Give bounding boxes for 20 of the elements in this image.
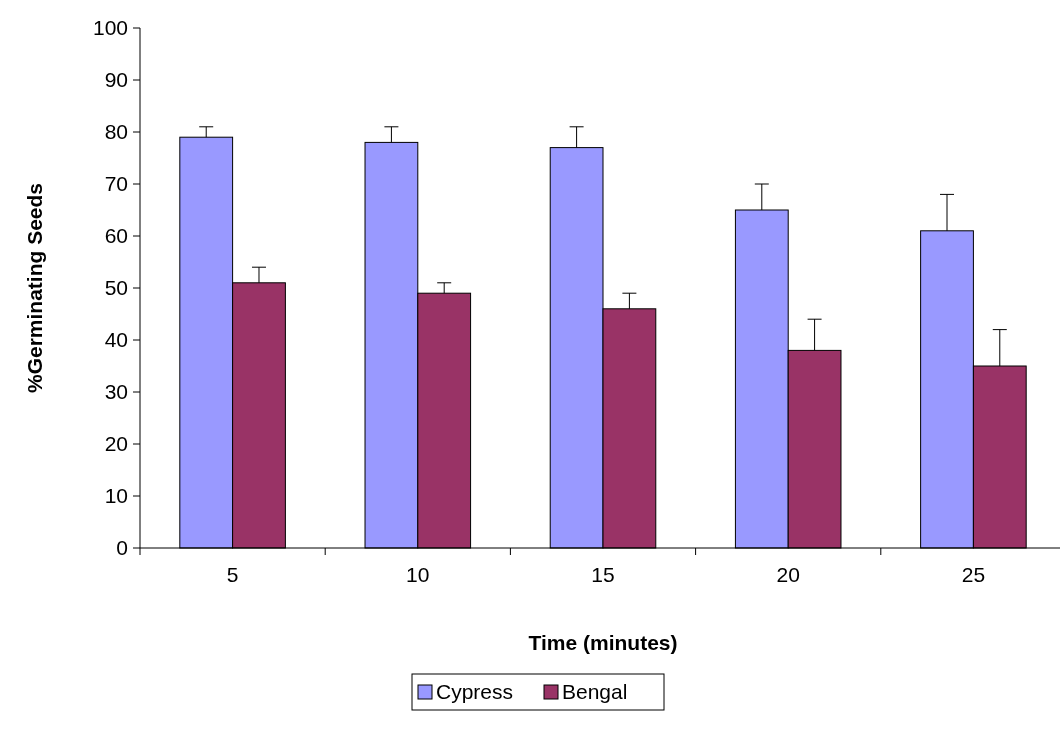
x-tick-label: 15 <box>591 563 615 586</box>
y-tick-label: 60 <box>104 224 128 248</box>
y-axis-title: %Germinating Seeds <box>23 182 46 394</box>
legend-label: Cypress <box>436 680 514 704</box>
y-tick-label: 50 <box>104 276 128 300</box>
y-tick-label: 20 <box>104 432 128 456</box>
legend-label: Bengal <box>562 680 628 704</box>
y-tick-label: 40 <box>104 328 128 352</box>
y-tick-label: 90 <box>104 68 128 92</box>
x-tick-label: 5 <box>226 563 239 586</box>
x-tick-label: 10 <box>406 563 430 586</box>
y-tick-label: 0 <box>116 536 128 560</box>
y-tick-label: 70 <box>104 172 128 196</box>
y-tick-label: 100 <box>92 16 128 40</box>
y-tick-label: 80 <box>104 120 128 144</box>
x-tick-label: 20 <box>776 563 800 586</box>
y-tick-label: 10 <box>104 484 128 508</box>
y-tick-label: 30 <box>104 380 128 404</box>
x-tick-label: 25 <box>961 563 986 586</box>
x-axis-title: Time (minutes) <box>528 631 678 654</box>
